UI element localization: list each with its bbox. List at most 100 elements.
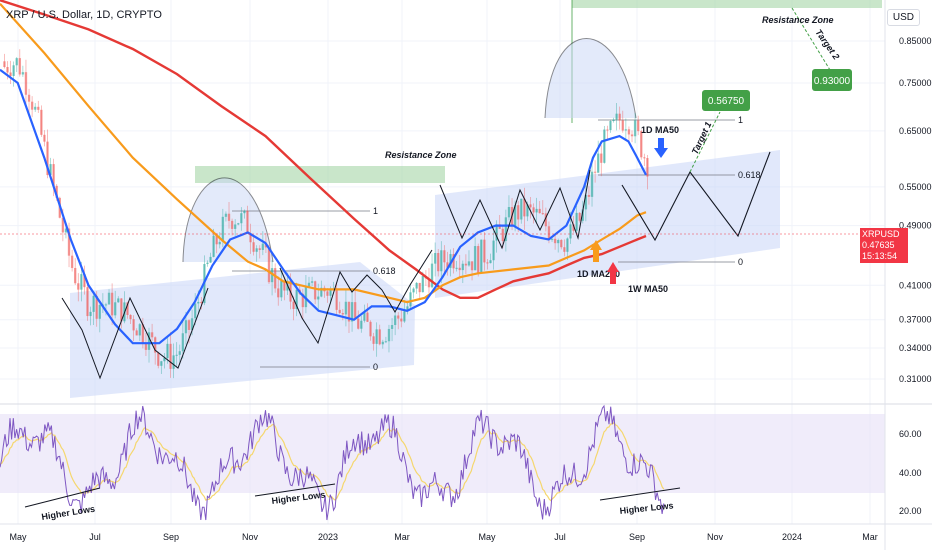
candle-body: [150, 332, 154, 338]
candle-body: [375, 329, 378, 344]
candle-body: [12, 65, 15, 76]
price-tag-countdown: 15:13:54: [862, 251, 898, 261]
candle-body: [77, 283, 80, 290]
candle-body: [43, 134, 46, 142]
candle-body: [440, 250, 443, 272]
candle-body: [292, 301, 295, 309]
candle-body: [21, 72, 25, 75]
candle-body: [233, 224, 237, 229]
candle-body: [160, 361, 163, 366]
price-tag-symbol: XRPUSD: [862, 229, 900, 239]
candle-body: [476, 246, 480, 273]
candle-body: [606, 129, 609, 131]
candle-body: [415, 282, 418, 289]
candle-body: [516, 205, 520, 220]
candle-body: [230, 220, 234, 229]
candle-body: [258, 248, 261, 250]
candle-body: [273, 268, 277, 289]
fib-label-1-a: 1: [373, 206, 378, 216]
candle-body: [627, 129, 631, 135]
candle-body: [83, 274, 86, 288]
candle-body: [437, 253, 440, 272]
channel-zone-2: [435, 150, 780, 298]
price-tick-label: 0.75000: [899, 78, 932, 88]
time-tick-label: Nov: [707, 532, 724, 542]
candle-body: [40, 109, 43, 135]
candle-body: [98, 305, 101, 319]
time-tick-label: Mar: [394, 532, 410, 542]
candle-body: [563, 247, 566, 252]
price-tag-price: 0.47635: [862, 240, 895, 250]
candle-body: [227, 213, 231, 221]
candle-body: [107, 292, 111, 305]
time-tick-label: Nov: [242, 532, 259, 542]
candle-body: [138, 324, 141, 336]
candle-body: [307, 282, 311, 288]
candle-body: [473, 246, 477, 271]
candle-body: [338, 309, 341, 314]
candle-body: [129, 314, 132, 320]
candle-body: [507, 206, 511, 218]
candle-body: [49, 164, 52, 176]
candle-body: [630, 134, 634, 137]
candle-body: [135, 330, 138, 336]
candle-body: [80, 274, 83, 290]
candle-body: [409, 292, 412, 307]
target-1-box: [702, 90, 750, 111]
candle-body: [341, 313, 345, 315]
candle-body: [126, 302, 129, 315]
candle-body: [400, 318, 403, 322]
candle-body: [489, 260, 492, 264]
candle-body: [433, 253, 437, 264]
candle-body: [584, 194, 588, 210]
candle-body: [347, 301, 351, 322]
candle-body: [200, 301, 203, 304]
candle-body: [461, 263, 465, 271]
candle-body: [572, 224, 575, 231]
resistance-zone-1: [195, 166, 445, 183]
time-tick-label: Jul: [554, 532, 566, 542]
candle-body: [301, 293, 305, 308]
red-arrow: [607, 262, 619, 284]
ma-1d-200-line: [0, 2, 647, 304]
rsi-tick-label: 60.00: [899, 429, 922, 439]
candle-body: [600, 153, 603, 163]
candle-body: [384, 341, 388, 343]
ma-1w-50-line: [0, 0, 647, 299]
candle-body: [412, 288, 415, 293]
candle-body: [64, 228, 68, 233]
candle-body: [353, 302, 357, 319]
candle-body: [153, 337, 157, 353]
candle-body: [464, 263, 468, 266]
price-tick-label: 0.31000: [899, 374, 932, 384]
candle-body: [313, 281, 317, 300]
candle-body: [452, 254, 455, 269]
currency-scale-button[interactable]: USD: [886, 9, 920, 26]
rsi-line: [0, 404, 665, 521]
price-tick-label: 0.49000: [899, 221, 932, 231]
candle-body: [18, 58, 22, 75]
time-tick-label: Sep: [629, 532, 645, 542]
candle-body: [470, 261, 474, 271]
candle-body: [172, 355, 175, 369]
fib-label-0618-a: 0.618: [373, 266, 396, 276]
candle-body: [646, 158, 649, 177]
candle-body: [15, 58, 18, 66]
candle-body: [427, 278, 431, 288]
zigzag-path-3: [439, 169, 591, 250]
candle-body: [344, 301, 348, 315]
orange-arrow: [590, 240, 602, 262]
candle-body: [255, 248, 258, 252]
resistance-zone-label-2: Resistance Zone: [762, 15, 834, 25]
candle-body: [578, 212, 581, 221]
candle-body: [593, 171, 597, 173]
candle-body: [206, 262, 209, 265]
candle-body: [609, 121, 612, 131]
candle-body: [221, 216, 225, 242]
candle-body: [55, 185, 58, 198]
candle-body: [544, 213, 548, 227]
candle-body: [636, 120, 640, 132]
candle-body: [141, 324, 145, 343]
candle-body: [52, 164, 55, 186]
